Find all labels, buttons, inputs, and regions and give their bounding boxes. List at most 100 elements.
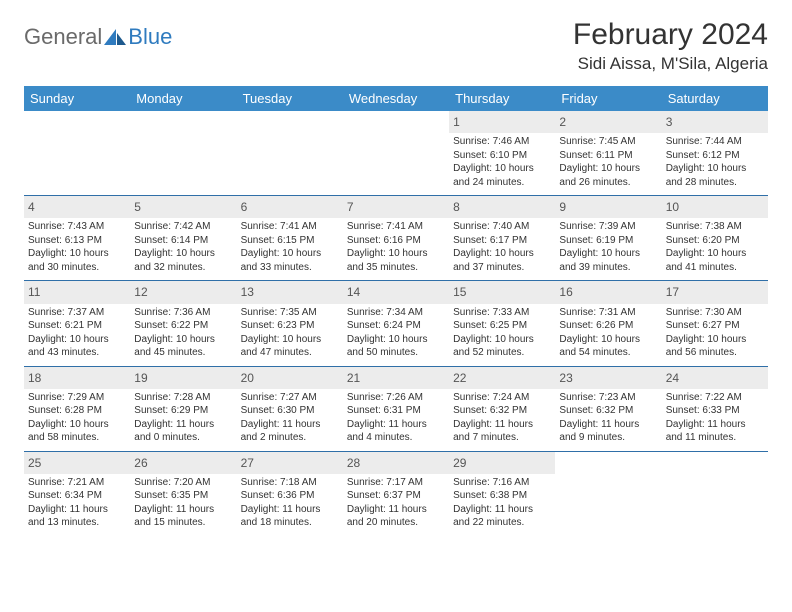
day-number: 19: [130, 367, 236, 389]
calendar-day-cell: 21Sunrise: 7:26 AMSunset: 6:31 PMDayligh…: [343, 366, 449, 451]
sunset-text: Sunset: 6:35 PM: [134, 489, 232, 503]
sunrise-text: Sunrise: 7:45 AM: [559, 135, 657, 149]
sunrise-text: Sunrise: 7:24 AM: [453, 391, 551, 405]
day-number: 28: [343, 452, 449, 474]
sunrise-text: Sunrise: 7:42 AM: [134, 220, 232, 234]
calendar-day-cell: 22Sunrise: 7:24 AMSunset: 6:32 PMDayligh…: [449, 366, 555, 451]
sunset-text: Sunset: 6:10 PM: [453, 149, 551, 163]
sunset-text: Sunset: 6:27 PM: [666, 319, 764, 333]
location-subtitle: Sidi Aissa, M'Sila, Algeria: [573, 54, 768, 74]
calendar-day-cell: [24, 111, 130, 196]
sunrise-text: Sunrise: 7:16 AM: [453, 476, 551, 490]
calendar-day-cell: 11Sunrise: 7:37 AMSunset: 6:21 PMDayligh…: [24, 281, 130, 366]
day-number: 16: [555, 281, 661, 303]
sunrise-text: Sunrise: 7:28 AM: [134, 391, 232, 405]
calendar-day-cell: 6 Sunrise: 7:41 AMSunset: 6:15 PMDaylight…: [237, 196, 343, 281]
daylight-text: Daylight: 10 hours and 39 minutes.: [559, 247, 657, 274]
calendar-day-cell: [555, 451, 661, 536]
logo-text-general: General: [24, 24, 102, 50]
day-header: Wednesday: [343, 86, 449, 111]
day-number: 5: [130, 196, 236, 218]
sunrise-text: Sunrise: 7:41 AM: [241, 220, 339, 234]
sunrise-text: Sunrise: 7:35 AM: [241, 306, 339, 320]
sunrise-text: Sunrise: 7:36 AM: [134, 306, 232, 320]
sunset-text: Sunset: 6:37 PM: [347, 489, 445, 503]
sunset-text: Sunset: 6:32 PM: [453, 404, 551, 418]
daylight-text: Daylight: 11 hours and 9 minutes.: [559, 418, 657, 445]
daylight-text: Daylight: 10 hours and 54 minutes.: [559, 333, 657, 360]
daylight-text: Daylight: 11 hours and 20 minutes.: [347, 503, 445, 530]
calendar-week-row: 25Sunrise: 7:21 AMSunset: 6:34 PMDayligh…: [24, 451, 768, 536]
sunset-text: Sunset: 6:28 PM: [28, 404, 126, 418]
day-number: 21: [343, 367, 449, 389]
daylight-text: Daylight: 10 hours and 47 minutes.: [241, 333, 339, 360]
sunrise-text: Sunrise: 7:18 AM: [241, 476, 339, 490]
day-number: 20: [237, 367, 343, 389]
calendar-day-cell: 25Sunrise: 7:21 AMSunset: 6:34 PMDayligh…: [24, 451, 130, 536]
day-number: 9: [555, 196, 661, 218]
sunrise-text: Sunrise: 7:31 AM: [559, 306, 657, 320]
day-number: 10: [662, 196, 768, 218]
day-header: Saturday: [662, 86, 768, 111]
calendar-week-row: 1Sunrise: 7:46 AMSunset: 6:10 PMDaylight…: [24, 111, 768, 196]
calendar-day-cell: 16 Sunrise: 7:31 AMSunset: 6:26 PMDayligh…: [555, 281, 661, 366]
daylight-text: Daylight: 11 hours and 4 minutes.: [347, 418, 445, 445]
sunset-text: Sunset: 6:24 PM: [347, 319, 445, 333]
calendar-day-cell: 4Sunrise: 7:43 AMSunset: 6:13 PMDaylight…: [24, 196, 130, 281]
sunrise-text: Sunrise: 7:30 AM: [666, 306, 764, 320]
calendar-day-cell: 18Sunrise: 7:29 AMSunset: 6:28 PMDayligh…: [24, 366, 130, 451]
sunrise-text: Sunrise: 7:17 AM: [347, 476, 445, 490]
day-number: 3: [662, 111, 768, 133]
title-block: February 2024 Sidi Aissa, M'Sila, Algeri…: [573, 18, 768, 74]
calendar-day-cell: 28 Sunrise: 7:17 AMSunset: 6:37 PMDayligh…: [343, 451, 449, 536]
calendar-day-cell: 12Sunrise: 7:36 AMSunset: 6:22 PMDayligh…: [130, 281, 236, 366]
daylight-text: Daylight: 10 hours and 26 minutes.: [559, 162, 657, 189]
sunset-text: Sunset: 6:20 PM: [666, 234, 764, 248]
day-header: Sunday: [24, 86, 130, 111]
daylight-text: Daylight: 11 hours and 15 minutes.: [134, 503, 232, 530]
day-number: 26: [130, 452, 236, 474]
day-number: 17: [662, 281, 768, 303]
day-header: Tuesday: [237, 86, 343, 111]
day-number: 1: [449, 111, 555, 133]
calendar-day-cell: 27Sunrise: 7:18 AMSunset: 6:36 PMDayligh…: [237, 451, 343, 536]
sunset-text: Sunset: 6:26 PM: [559, 319, 657, 333]
daylight-text: Daylight: 11 hours and 22 minutes.: [453, 503, 551, 530]
sunset-text: Sunset: 6:11 PM: [559, 149, 657, 163]
daylight-text: Daylight: 11 hours and 18 minutes.: [241, 503, 339, 530]
daylight-text: Daylight: 10 hours and 56 minutes.: [666, 333, 764, 360]
logo-text-blue: Blue: [128, 24, 172, 50]
sunset-text: Sunset: 6:13 PM: [28, 234, 126, 248]
daylight-text: Daylight: 10 hours and 43 minutes.: [28, 333, 126, 360]
calendar-week-row: 18Sunrise: 7:29 AMSunset: 6:28 PMDayligh…: [24, 366, 768, 451]
day-number: 23: [555, 367, 661, 389]
sunrise-text: Sunrise: 7:21 AM: [28, 476, 126, 490]
day-number: 8: [449, 196, 555, 218]
sunset-text: Sunset: 6:31 PM: [347, 404, 445, 418]
sunrise-text: Sunrise: 7:40 AM: [453, 220, 551, 234]
daylight-text: Daylight: 11 hours and 2 minutes.: [241, 418, 339, 445]
calendar-week-row: 4Sunrise: 7:43 AMSunset: 6:13 PMDaylight…: [24, 196, 768, 281]
sunset-text: Sunset: 6:32 PM: [559, 404, 657, 418]
calendar-day-cell: 7Sunrise: 7:41 AMSunset: 6:16 PMDaylight…: [343, 196, 449, 281]
calendar-day-cell: 1Sunrise: 7:46 AMSunset: 6:10 PMDaylight…: [449, 111, 555, 196]
day-header: Monday: [130, 86, 236, 111]
sunset-text: Sunset: 6:36 PM: [241, 489, 339, 503]
calendar-day-cell: 26Sunrise: 7:20 AMSunset: 6:35 PMDayligh…: [130, 451, 236, 536]
day-number: 4: [24, 196, 130, 218]
day-header: Thursday: [449, 86, 555, 111]
daylight-text: Daylight: 10 hours and 33 minutes.: [241, 247, 339, 274]
sunrise-text: Sunrise: 7:37 AM: [28, 306, 126, 320]
daylight-text: Daylight: 11 hours and 7 minutes.: [453, 418, 551, 445]
day-number: 12: [130, 281, 236, 303]
sunset-text: Sunset: 6:15 PM: [241, 234, 339, 248]
sunset-text: Sunset: 6:22 PM: [134, 319, 232, 333]
daylight-text: Daylight: 10 hours and 37 minutes.: [453, 247, 551, 274]
sunrise-text: Sunrise: 7:33 AM: [453, 306, 551, 320]
sunset-text: Sunset: 6:21 PM: [28, 319, 126, 333]
day-number: 6: [237, 196, 343, 218]
calendar-day-cell: 23Sunrise: 7:23 AMSunset: 6:32 PMDayligh…: [555, 366, 661, 451]
calendar-day-cell: 20Sunrise: 7:27 AMSunset: 6:30 PMDayligh…: [237, 366, 343, 451]
calendar-day-cell: 5Sunrise: 7:42 AMSunset: 6:14 PMDaylight…: [130, 196, 236, 281]
daylight-text: Daylight: 11 hours and 0 minutes.: [134, 418, 232, 445]
